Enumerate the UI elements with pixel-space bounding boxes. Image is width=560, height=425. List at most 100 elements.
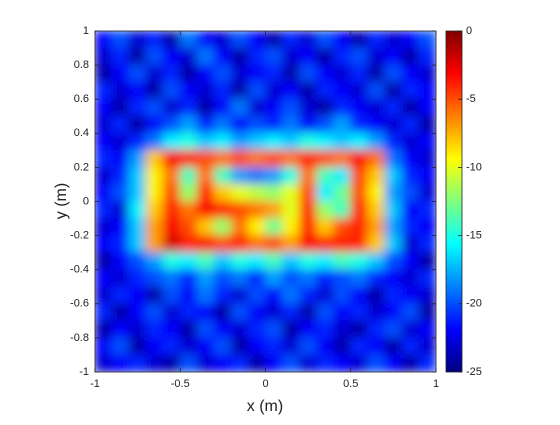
heatmap-cell bbox=[145, 337, 164, 356]
heatmap-cell bbox=[367, 320, 386, 339]
heatmap-cell bbox=[333, 286, 352, 305]
heatmap-cell bbox=[367, 252, 386, 271]
heatmap-cell bbox=[179, 320, 198, 339]
heatmap-cell bbox=[316, 132, 335, 151]
heatmap-cell bbox=[213, 115, 232, 134]
heatmap-cell bbox=[401, 64, 420, 83]
heatmap-cell bbox=[418, 354, 436, 372]
heatmap-cell bbox=[213, 31, 232, 49]
heatmap-cell bbox=[128, 166, 147, 185]
heatmap-cell bbox=[265, 269, 284, 288]
heatmap-cell bbox=[282, 354, 301, 372]
heatmap-cell bbox=[384, 354, 403, 372]
heatmap-cell bbox=[128, 320, 147, 339]
heatmap-cell bbox=[350, 47, 369, 66]
heatmap-cell bbox=[145, 64, 164, 83]
heatmap-cell bbox=[401, 47, 420, 66]
heatmap-cell bbox=[350, 286, 369, 305]
heatmap-cell bbox=[384, 183, 403, 202]
heatmap-cell bbox=[367, 166, 386, 185]
heatmap-cell bbox=[162, 183, 181, 202]
heatmap-cell bbox=[265, 132, 284, 151]
heatmap-cell bbox=[384, 115, 403, 134]
heatmap-cell bbox=[230, 354, 249, 372]
heatmap-cell bbox=[316, 166, 335, 185]
heatmap-cell bbox=[213, 235, 232, 254]
heatmap-cell bbox=[282, 235, 301, 254]
heatmap-cell bbox=[162, 115, 181, 134]
heatmap-cell bbox=[333, 354, 352, 372]
heatmap-cell bbox=[95, 64, 113, 83]
heatmap-cell bbox=[247, 115, 266, 134]
heatmap-cell bbox=[265, 115, 284, 134]
heatmap-cell bbox=[350, 31, 369, 49]
heatmap-cell bbox=[350, 337, 369, 356]
heatmap-cell bbox=[316, 47, 335, 66]
heatmap-cell bbox=[401, 235, 420, 254]
heatmap-cell bbox=[111, 81, 130, 100]
heatmap-cell bbox=[299, 166, 318, 185]
heatmap-cell bbox=[401, 218, 420, 237]
heatmap-cell bbox=[179, 269, 198, 288]
heatmap-cell bbox=[196, 47, 215, 66]
heatmap-cell bbox=[145, 47, 164, 66]
heatmap-cell bbox=[299, 201, 318, 220]
heatmap-cell bbox=[418, 132, 436, 151]
heatmap-cell bbox=[145, 183, 164, 202]
heatmap-cell bbox=[230, 218, 249, 237]
heatmap-cell bbox=[128, 235, 147, 254]
colorbar-tick-label: -10 bbox=[466, 161, 482, 173]
heatmap-cell bbox=[179, 98, 198, 117]
heatmap-cell bbox=[316, 235, 335, 254]
heatmap-cell bbox=[282, 166, 301, 185]
heatmap-cell bbox=[299, 149, 318, 168]
x-tick-label: 0 bbox=[262, 378, 268, 390]
heatmap-cell bbox=[282, 218, 301, 237]
heatmap-cell bbox=[384, 337, 403, 356]
heatmap-cell bbox=[418, 166, 436, 185]
heatmap-cell bbox=[247, 47, 266, 66]
heatmap-cell bbox=[95, 115, 113, 134]
heatmap-cell bbox=[384, 47, 403, 66]
heatmap-cell bbox=[230, 320, 249, 339]
heatmap-cell bbox=[401, 269, 420, 288]
heatmap-cell bbox=[418, 286, 436, 305]
heatmap-cell bbox=[247, 218, 266, 237]
heatmap-cell bbox=[401, 166, 420, 185]
heatmap-cell bbox=[367, 149, 386, 168]
heatmap-cell bbox=[299, 81, 318, 100]
heatmap-cell bbox=[213, 201, 232, 220]
heatmap-cell bbox=[145, 235, 164, 254]
heatmap-cell bbox=[179, 31, 198, 49]
heatmap-cell bbox=[179, 218, 198, 237]
heatmap-cell bbox=[128, 98, 147, 117]
heatmap-cell bbox=[350, 269, 369, 288]
y-tick-label: -0.4 bbox=[70, 264, 89, 276]
heatmap-cell bbox=[333, 303, 352, 322]
y-tick-label: 1 bbox=[83, 25, 89, 37]
heatmap-cell bbox=[316, 64, 335, 83]
heatmap-cell bbox=[162, 81, 181, 100]
y-tick-label: 0.6 bbox=[74, 93, 89, 105]
heatmap-cell bbox=[367, 132, 386, 151]
heatmap-cell bbox=[367, 286, 386, 305]
heatmap-cell bbox=[111, 31, 130, 49]
heatmap-cell bbox=[162, 337, 181, 356]
heatmap-cell bbox=[316, 183, 335, 202]
heatmap-cell bbox=[162, 252, 181, 271]
heatmap-cell bbox=[247, 132, 266, 151]
heatmap-cell bbox=[128, 132, 147, 151]
heatmap-cell bbox=[299, 132, 318, 151]
heatmap-cell bbox=[95, 201, 113, 220]
heatmap-cell bbox=[333, 337, 352, 356]
heatmap-cell bbox=[418, 115, 436, 134]
heatmap-cell bbox=[95, 286, 113, 305]
heatmap-cell bbox=[247, 98, 266, 117]
heatmap-cell bbox=[265, 235, 284, 254]
heatmap-cell bbox=[230, 166, 249, 185]
heatmap-cell bbox=[265, 64, 284, 83]
heatmap-cell bbox=[265, 201, 284, 220]
heatmap-cell bbox=[299, 235, 318, 254]
heatmap-cell bbox=[179, 47, 198, 66]
